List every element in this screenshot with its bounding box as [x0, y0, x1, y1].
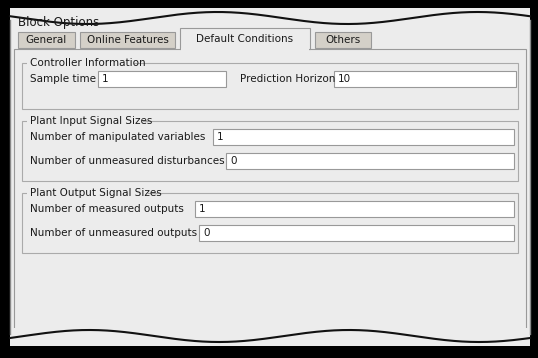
Text: 10: 10	[338, 74, 351, 84]
Bar	[80, 32, 175, 48]
Bar	[98, 71, 226, 87]
Bar	[181, 48, 309, 51]
Bar	[213, 129, 514, 145]
Bar	[226, 153, 514, 169]
Bar	[11, 8, 529, 26]
Bar	[22, 193, 518, 253]
Text: 1: 1	[217, 132, 224, 142]
Text: Sample time: Sample time	[30, 74, 96, 84]
Bar	[27, 115, 143, 127]
Text: 0: 0	[230, 156, 237, 166]
Bar	[27, 187, 147, 199]
Text: Number of measured outputs: Number of measured outputs	[30, 204, 184, 214]
Text: Number of unmeasured outputs: Number of unmeasured outputs	[30, 228, 197, 238]
Bar	[18, 32, 75, 48]
Text: Default Conditions: Default Conditions	[196, 34, 294, 44]
Bar	[199, 225, 514, 241]
Text: Plant Output Signal Sizes: Plant Output Signal Sizes	[30, 188, 162, 198]
Bar	[11, 328, 529, 346]
Text: General: General	[26, 35, 67, 45]
Bar	[22, 63, 518, 109]
Bar	[22, 121, 518, 181]
Text: Block Options: Block Options	[18, 16, 99, 29]
Text: Number of manipulated variables: Number of manipulated variables	[30, 132, 206, 142]
Text: Others: Others	[325, 35, 360, 45]
Bar	[315, 32, 371, 48]
Bar	[334, 71, 516, 87]
Bar	[27, 57, 134, 69]
Text: 1: 1	[102, 74, 109, 84]
Bar	[180, 28, 310, 49]
Text: 1: 1	[199, 204, 206, 214]
Bar	[195, 201, 514, 217]
Text: Controller Information: Controller Information	[30, 58, 146, 68]
Text: Plant Input Signal Sizes: Plant Input Signal Sizes	[30, 116, 152, 126]
Bar	[14, 49, 526, 330]
Text: Prediction Horizon: Prediction Horizon	[240, 74, 335, 84]
Text: Number of unmeasured disturbances: Number of unmeasured disturbances	[30, 156, 225, 166]
Text: Online Features: Online Features	[87, 35, 168, 45]
Text: 0: 0	[203, 228, 209, 238]
